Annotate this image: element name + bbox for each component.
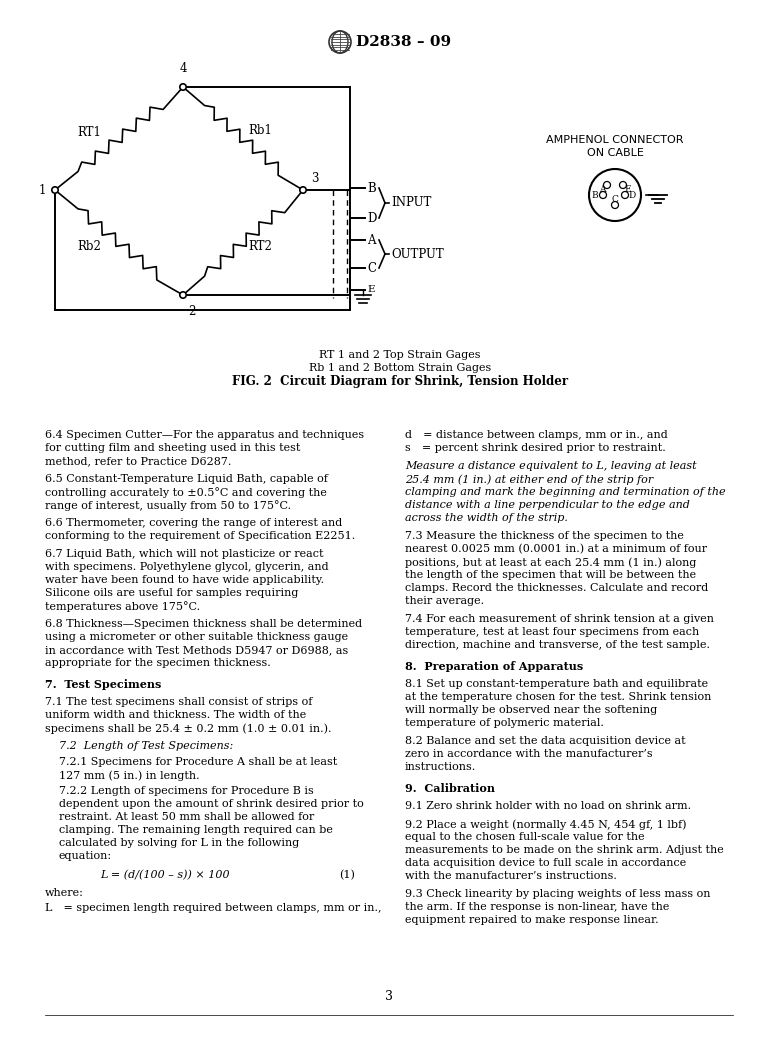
Text: 9.2 Place a weight (normally 4.45 N, 454 gf, 1 lbf): 9.2 Place a weight (normally 4.45 N, 454… — [405, 819, 686, 830]
Text: zero in accordance with the manufacturer’s: zero in accordance with the manufacturer… — [405, 750, 653, 759]
Text: C: C — [612, 195, 619, 203]
Text: 7.3 Measure the thickness of the specimen to the: 7.3 Measure the thickness of the specime… — [405, 531, 684, 541]
Text: 8.  Preparation of Apparatus: 8. Preparation of Apparatus — [405, 661, 584, 672]
Text: OUTPUT: OUTPUT — [391, 248, 443, 260]
Text: temperature, test at least four specimens from each: temperature, test at least four specimen… — [405, 627, 699, 637]
Text: INPUT: INPUT — [391, 197, 431, 209]
Text: across the width of the strip.: across the width of the strip. — [405, 513, 568, 523]
Text: method, refer to Practice D6287.: method, refer to Practice D6287. — [45, 456, 231, 466]
Text: 9.1 Zero shrink holder with no load on shrink arm.: 9.1 Zero shrink holder with no load on s… — [405, 801, 691, 811]
Text: dependent upon the amount of shrink desired prior to: dependent upon the amount of shrink desi… — [59, 799, 364, 809]
Text: 2: 2 — [188, 305, 195, 318]
Text: specimens shall be 25.4 ± 0.2 mm (1.0 ± 0.01 in.).: specimens shall be 25.4 ± 0.2 mm (1.0 ± … — [45, 723, 331, 734]
Text: 6.4 Specimen Cutter—For the apparatus and techniques: 6.4 Specimen Cutter—For the apparatus an… — [45, 430, 364, 440]
Text: at the temperature chosen for the test. Shrink tension: at the temperature chosen for the test. … — [405, 692, 711, 702]
Text: 6.6 Thermometer, covering the range of interest and: 6.6 Thermometer, covering the range of i… — [45, 518, 342, 528]
Text: with the manufacturer’s instructions.: with the manufacturer’s instructions. — [405, 871, 617, 881]
Text: 6.7 Liquid Bath, which will not plasticize or react: 6.7 Liquid Bath, which will not plastici… — [45, 549, 324, 559]
Text: 7.1 The test specimens shall consist of strips of: 7.1 The test specimens shall consist of … — [45, 697, 313, 707]
Text: water have been found to have wide applicability.: water have been found to have wide appli… — [45, 575, 324, 585]
Text: range of interest, usually from 50 to 175°C.: range of interest, usually from 50 to 17… — [45, 500, 291, 511]
Text: C: C — [367, 261, 376, 275]
Text: instructions.: instructions. — [405, 762, 476, 772]
Text: RT2: RT2 — [248, 240, 272, 254]
Text: will normally be observed near the softening: will normally be observed near the softe… — [405, 705, 657, 715]
Text: AMPHENOL CONNECTOR: AMPHENOL CONNECTOR — [546, 135, 684, 145]
Text: 6.5 Constant-Temperature Liquid Bath, capable of: 6.5 Constant-Temperature Liquid Bath, ca… — [45, 474, 328, 484]
Text: d = distance between clamps, mm or in., and: d = distance between clamps, mm or in., … — [405, 430, 668, 440]
Text: Rb 1 and 2 Bottom Strain Gages: Rb 1 and 2 Bottom Strain Gages — [309, 363, 491, 373]
Text: their average.: their average. — [405, 596, 484, 606]
Text: appropriate for the specimen thickness.: appropriate for the specimen thickness. — [45, 658, 271, 668]
Text: Measure a distance equivalent to L, leaving at least: Measure a distance equivalent to L, leav… — [405, 461, 696, 471]
Text: 7.4 For each measurement of shrink tension at a given: 7.4 For each measurement of shrink tensi… — [405, 614, 714, 624]
Text: ON CABLE: ON CABLE — [587, 148, 643, 158]
Text: D: D — [629, 191, 636, 200]
Text: temperature of polymeric material.: temperature of polymeric material. — [405, 718, 604, 728]
Text: 3: 3 — [385, 990, 393, 1002]
Text: A: A — [599, 185, 605, 195]
Circle shape — [180, 83, 186, 91]
Text: 8.1 Set up constant-temperature bath and equilibrate: 8.1 Set up constant-temperature bath and… — [405, 679, 708, 689]
Text: Silicone oils are useful for samples requiring: Silicone oils are useful for samples req… — [45, 588, 299, 598]
Text: where:: where: — [45, 888, 84, 898]
Text: positions, but at least at each 25.4 mm (1 in.) along: positions, but at least at each 25.4 mm … — [405, 557, 696, 567]
Text: 9.  Calibration: 9. Calibration — [405, 783, 495, 794]
Text: s = percent shrink desired prior to restraint.: s = percent shrink desired prior to rest… — [405, 443, 666, 453]
Text: uniform width and thickness. The width of the: uniform width and thickness. The width o… — [45, 710, 307, 720]
Text: controlling accurately to ±0.5°C and covering the: controlling accurately to ±0.5°C and cov… — [45, 487, 327, 498]
Text: RT 1 and 2 Top Strain Gages: RT 1 and 2 Top Strain Gages — [319, 350, 481, 360]
Text: distance with a line perpendicular to the edge and: distance with a line perpendicular to th… — [405, 500, 690, 510]
Text: 1: 1 — [39, 183, 46, 197]
Text: direction, machine and transverse, of the test sample.: direction, machine and transverse, of th… — [405, 640, 710, 650]
Text: 7.2.1 Specimens for Procedure A shall be at least: 7.2.1 Specimens for Procedure A shall be… — [59, 757, 337, 767]
Circle shape — [52, 186, 58, 194]
Text: equipment repaired to make response linear.: equipment repaired to make response line… — [405, 915, 659, 925]
Text: calculated by solving for L in the following: calculated by solving for L in the follo… — [59, 838, 300, 848]
Circle shape — [300, 186, 307, 194]
Text: 7.2.2 Length of specimens for Procedure B is: 7.2.2 Length of specimens for Procedure … — [59, 786, 314, 796]
Text: D2838 – 09: D2838 – 09 — [356, 35, 451, 49]
Text: B: B — [367, 181, 376, 195]
Text: the arm. If the response is non-linear, have the: the arm. If the response is non-linear, … — [405, 902, 669, 912]
Text: 7.  Test Specimens: 7. Test Specimens — [45, 679, 161, 690]
Text: measurements to be made on the shrink arm. Adjust the: measurements to be made on the shrink ar… — [405, 845, 724, 855]
Text: 8.2 Balance and set the data acquisition device at: 8.2 Balance and set the data acquisition… — [405, 736, 685, 746]
Text: clamps. Record the thicknesses. Calculate and record: clamps. Record the thicknesses. Calculat… — [405, 583, 708, 593]
Text: L = specimen length required between clamps, mm or in.,: L = specimen length required between cla… — [45, 903, 381, 913]
Text: 7.2  Length of Test Specimens:: 7.2 Length of Test Specimens: — [59, 741, 233, 751]
Text: 127 mm (5 in.) in length.: 127 mm (5 in.) in length. — [59, 770, 200, 781]
Text: E: E — [367, 285, 374, 295]
Text: temperatures above 175°C.: temperatures above 175°C. — [45, 601, 200, 612]
Text: E: E — [625, 185, 631, 195]
Text: L = (d/(100 – s)) × 100: L = (d/(100 – s)) × 100 — [100, 870, 230, 881]
Text: in accordance with Test Methods D5947 or D6988, as: in accordance with Test Methods D5947 or… — [45, 645, 349, 655]
Text: with specimens. Polyethylene glycol, glycerin, and: with specimens. Polyethylene glycol, gly… — [45, 562, 328, 572]
Text: (1): (1) — [339, 870, 355, 881]
Text: 25.4 mm (1 in.) at either end of the strip for: 25.4 mm (1 in.) at either end of the str… — [405, 474, 654, 484]
Text: the length of the specimen that will be between the: the length of the specimen that will be … — [405, 570, 696, 580]
Text: RT1: RT1 — [77, 127, 101, 139]
Text: 6.8 Thickness—Specimen thickness shall be determined: 6.8 Thickness—Specimen thickness shall b… — [45, 619, 362, 629]
Text: for cutting film and sheeting used in this test: for cutting film and sheeting used in th… — [45, 443, 300, 453]
Text: 3: 3 — [311, 172, 318, 185]
Text: nearest 0.0025 mm (0.0001 in.) at a minimum of four: nearest 0.0025 mm (0.0001 in.) at a mini… — [405, 544, 707, 554]
Text: FIG. 2  Circuit Diagram for Shrink, Tension Holder: FIG. 2 Circuit Diagram for Shrink, Tensi… — [232, 375, 568, 388]
Text: 4: 4 — [179, 62, 187, 75]
Text: restraint. At least 50 mm shall be allowed for: restraint. At least 50 mm shall be allow… — [59, 812, 314, 822]
Text: equal to the chosen full-scale value for the: equal to the chosen full-scale value for… — [405, 832, 645, 842]
Text: clamping and mark the beginning and termination of the: clamping and mark the beginning and term… — [405, 487, 726, 497]
Text: B: B — [592, 191, 598, 200]
Text: Rb2: Rb2 — [77, 240, 101, 254]
Text: Rb1: Rb1 — [248, 124, 272, 136]
Text: clamping. The remaining length required can be: clamping. The remaining length required … — [59, 826, 333, 835]
Text: D: D — [367, 211, 377, 225]
Text: using a micrometer or other suitable thickness gauge: using a micrometer or other suitable thi… — [45, 632, 348, 642]
Text: 9.3 Check linearity by placing weights of less mass on: 9.3 Check linearity by placing weights o… — [405, 889, 710, 899]
Text: A: A — [367, 233, 376, 247]
Text: data acquisition device to full scale in accordance: data acquisition device to full scale in… — [405, 858, 686, 868]
Text: conforming to the requirement of Specification E2251.: conforming to the requirement of Specifi… — [45, 531, 356, 541]
Circle shape — [180, 291, 186, 298]
Text: equation:: equation: — [59, 850, 112, 861]
